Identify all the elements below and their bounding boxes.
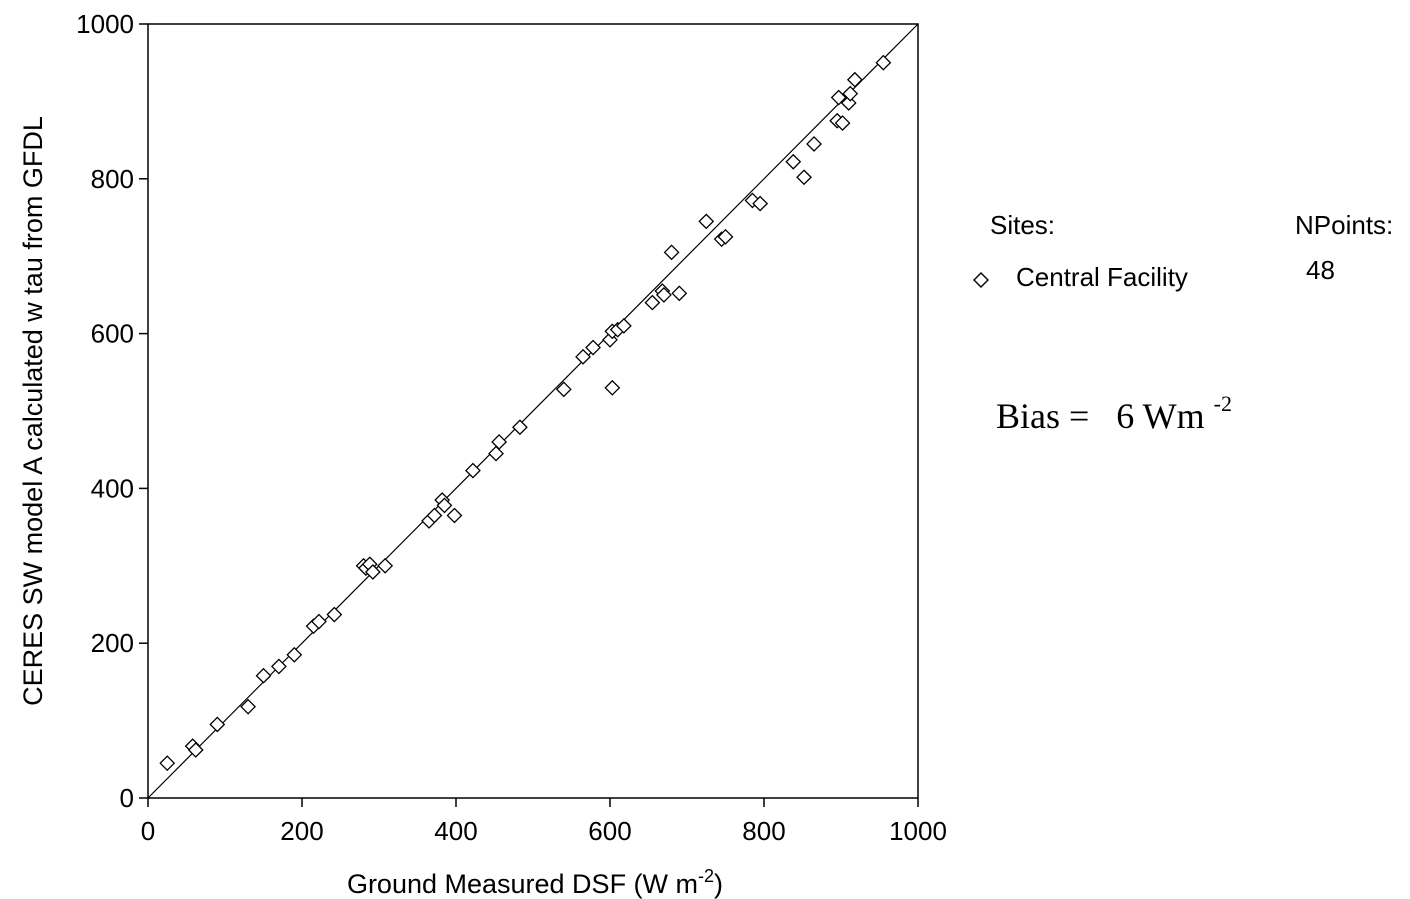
- x-axis-label: Ground Measured DSF (W m-2): [347, 866, 723, 899]
- data-point: [644, 294, 661, 311]
- y-tick-label: 1000: [76, 9, 134, 39]
- bias-annotation: Bias = 6 Wm -2: [996, 391, 1232, 437]
- data-point: [187, 742, 204, 758]
- data-point: [159, 755, 176, 772]
- x-tick-label: 200: [280, 816, 323, 846]
- data-point: [842, 85, 859, 102]
- data-point: [446, 507, 463, 524]
- y-tick-label: 800: [91, 164, 134, 194]
- y-axis-label: CERES SW model A calculated w tau from G…: [18, 116, 48, 706]
- data-point: [615, 317, 632, 334]
- legend-diamond-marker-icon: [973, 272, 989, 288]
- data-point: [796, 169, 812, 186]
- legend-site-name: Central Facility: [1016, 262, 1188, 292]
- y-tick-label: 0: [120, 783, 134, 813]
- data-point: [209, 716, 226, 733]
- data-point: [604, 379, 621, 396]
- data-point: [575, 348, 591, 365]
- y-tick-label: 400: [91, 473, 134, 503]
- plot-frame: [147, 23, 919, 799]
- data-point: [255, 667, 272, 684]
- data-point: [491, 434, 508, 450]
- x-tick-label: 1000: [889, 816, 947, 846]
- data-point: [377, 557, 394, 574]
- data-point: [311, 613, 327, 630]
- y-tick-label: 200: [91, 628, 134, 658]
- x-tick-label: 0: [141, 816, 155, 846]
- bias-unit-exponent: -2: [1213, 391, 1232, 416]
- data-point: [806, 136, 822, 152]
- data-point: [436, 497, 453, 514]
- data-point: [364, 564, 381, 580]
- plot-area: 0 200 400 600 800 1000 0 200 400 600 800 1000: [76, 9, 947, 846]
- data-point: [834, 115, 851, 131]
- data-point: [875, 54, 892, 71]
- y-tick-label: 600: [91, 319, 134, 349]
- data-point: [511, 419, 528, 436]
- data-point: [465, 462, 481, 479]
- data-point: [555, 381, 572, 398]
- data-point: [270, 658, 287, 675]
- legend-sites-header: Sites:: [990, 210, 1056, 240]
- x-tick-label: 400: [434, 816, 477, 846]
- data-point: [585, 339, 601, 356]
- legend-npoints-value: 48: [1306, 255, 1335, 285]
- x-tick-label: 800: [742, 816, 785, 846]
- data-point: [286, 646, 303, 663]
- legend-npoints-header: NPoints:: [1295, 210, 1394, 240]
- data-point: [655, 286, 672, 303]
- data-point: [785, 153, 802, 170]
- data-point: [717, 228, 734, 245]
- data-point: [488, 445, 504, 462]
- data-point: [240, 698, 257, 715]
- data-point: [663, 244, 680, 261]
- data-point: [698, 213, 715, 230]
- data-point: [326, 606, 343, 623]
- data-point: [671, 285, 688, 302]
- data-point: [830, 89, 847, 106]
- x-tick-label: 600: [588, 816, 631, 846]
- bias-text: Bias = 6 Wm: [996, 396, 1214, 436]
- data-point: [846, 71, 863, 88]
- data-point: [752, 195, 769, 212]
- data-point: [426, 507, 443, 524]
